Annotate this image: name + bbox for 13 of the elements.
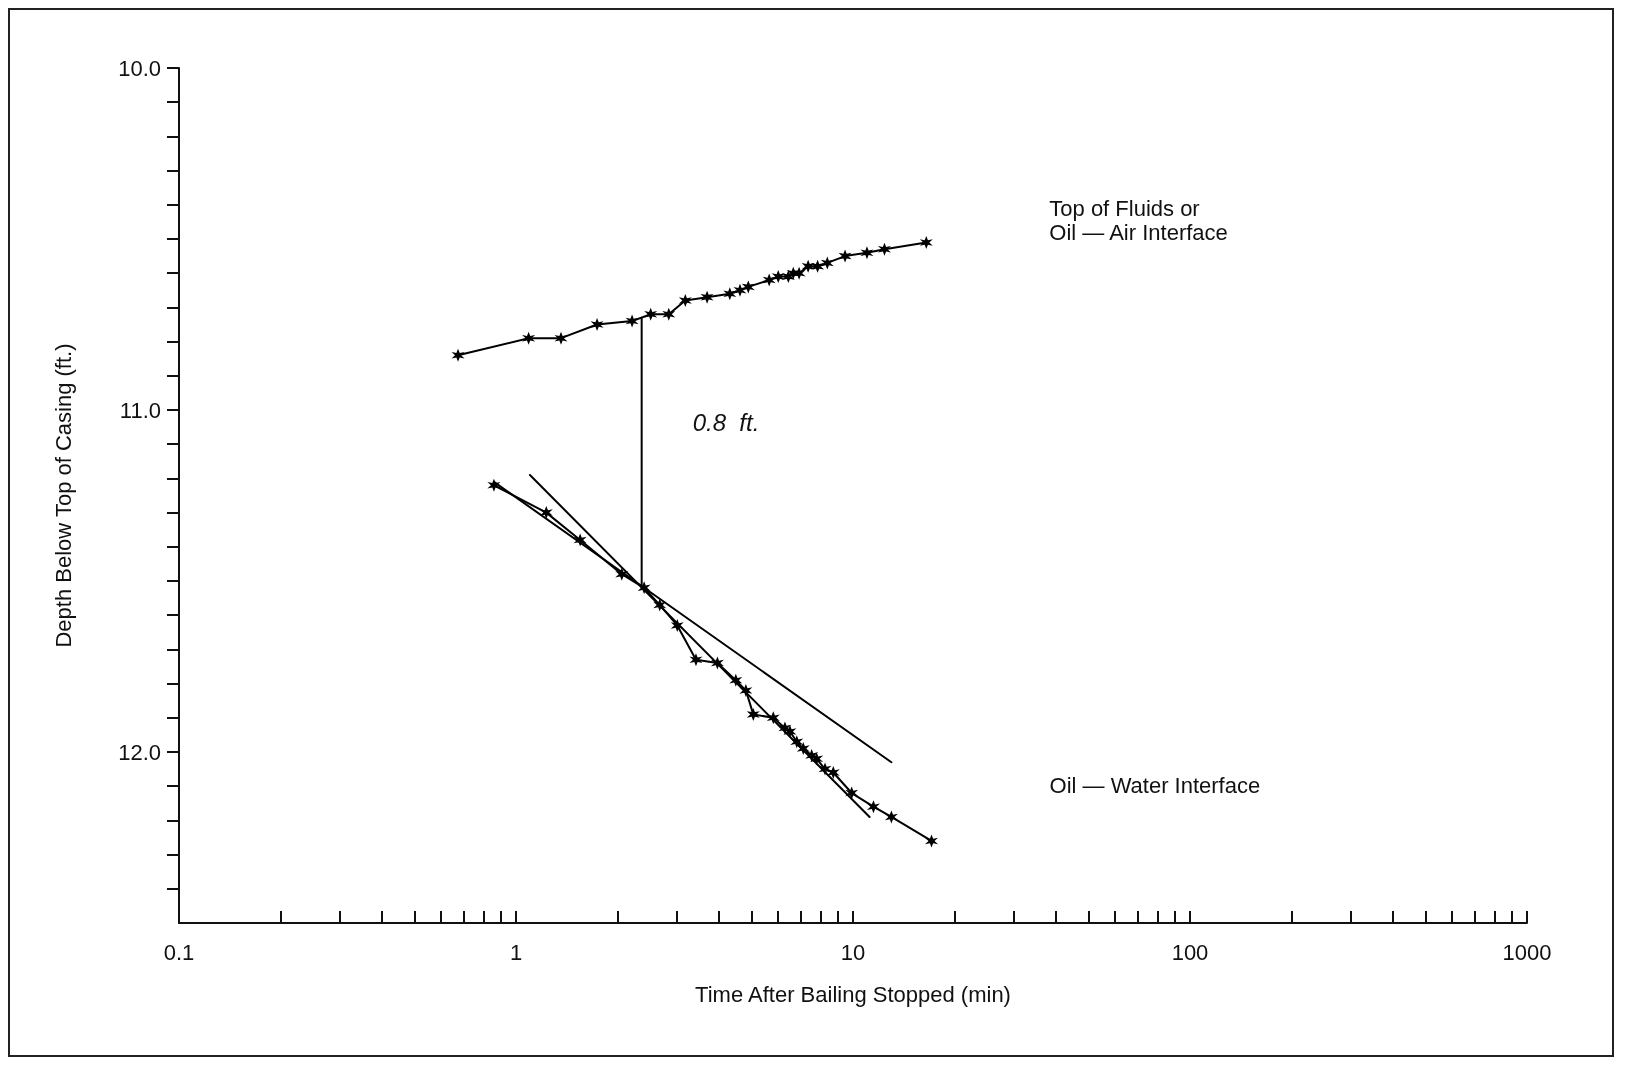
text: Top of Fluids or Oil — Air Interface [1049,195,1228,245]
x-tick-label: 0.1 [163,939,195,965]
annotation: 0.8 ft. [692,408,760,436]
x-tick-label: 1 [509,939,523,965]
y-tick-label: 11.0 [119,397,161,423]
y-axis-title: Depth Below Top of Casing (ft.) [50,343,76,648]
y-tick-label: 10.0 [118,55,161,81]
y-tick-label: 12.0 [118,739,161,765]
x-tick-label: 100 [1171,939,1209,965]
x-axis-title: Time After Bailing Stopped (min) [695,981,1011,1007]
text: Oil — Water Interface [1049,773,1261,799]
x-tick-label: 1000 [1502,939,1552,965]
x-tick-label: 10 [840,939,866,965]
